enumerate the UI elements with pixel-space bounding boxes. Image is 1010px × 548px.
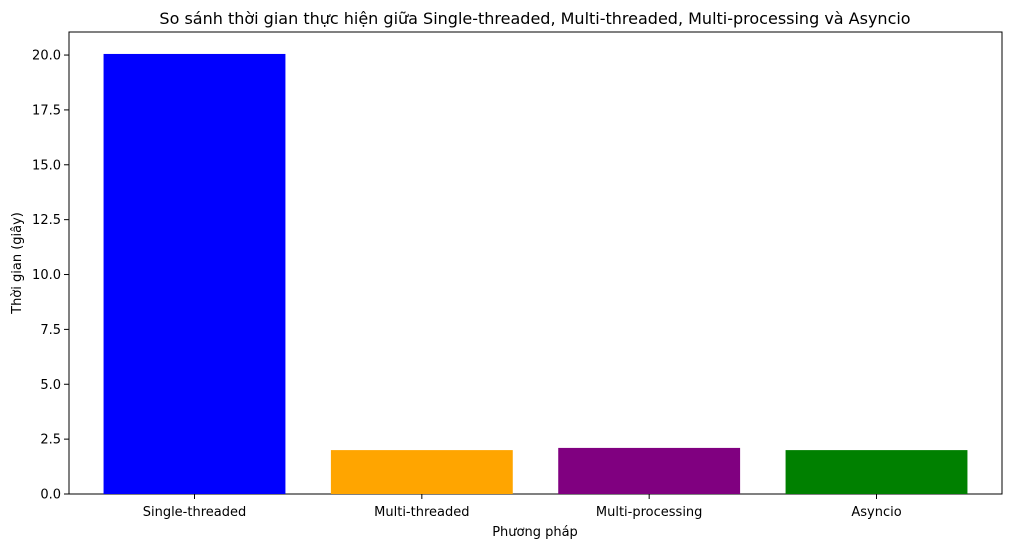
- y-tick-label: 0.0: [40, 488, 61, 503]
- y-tick-label: 15.0: [32, 158, 61, 173]
- y-tick-label: 20.0: [32, 49, 61, 64]
- x-tick-label: Single-threaded: [143, 505, 247, 520]
- x-tick-label: Asyncio: [851, 505, 901, 520]
- x-axis-label: Phương pháp: [492, 525, 578, 540]
- x-tick-label: Multi-processing: [596, 505, 703, 520]
- bar-multi-threaded: [330, 450, 513, 494]
- y-tick-label: 10.0: [32, 268, 61, 283]
- y-tick-label: 7.5: [40, 323, 61, 338]
- plot-area: [68, 31, 1003, 495]
- y-axis-label: Thời gian (giây): [10, 212, 25, 315]
- plot-frame: [68, 31, 1003, 495]
- bar-series: [103, 53, 968, 494]
- y-tick-label: 2.5: [40, 433, 61, 448]
- x-tick-label: Multi-threaded: [374, 505, 469, 520]
- x-axis: Single-threaded Multi-threaded Multi-proce…: [143, 494, 902, 520]
- bar-asyncio: [785, 450, 968, 494]
- bar-multi-processing: [558, 447, 741, 494]
- y-tick-label: 5.0: [40, 378, 61, 393]
- bar-single-threaded: [103, 53, 286, 494]
- y-axis: 0.0 2.5 5.0 7.5 10.0 12.5 15.0 17.5 20.0: [32, 49, 69, 503]
- chart-title: So sánh thời gian thực hiện giữa Single-…: [159, 9, 910, 28]
- y-tick-label: 12.5: [32, 213, 61, 228]
- y-tick-label: 17.5: [32, 103, 61, 118]
